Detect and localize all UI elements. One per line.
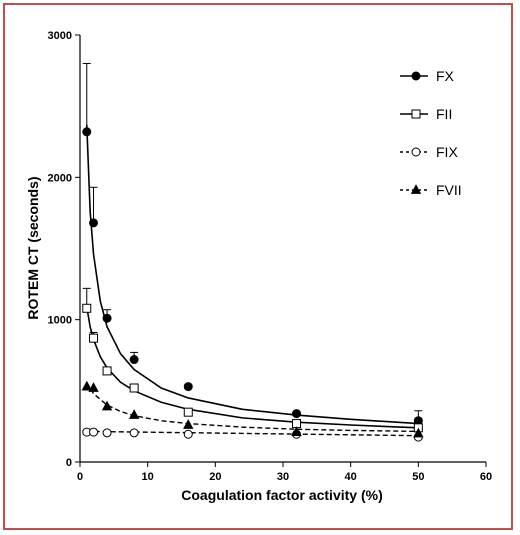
chart-frame: [3, 3, 513, 530]
legend-marker-fx: [411, 71, 421, 81]
point-fii: [102, 366, 112, 376]
point-fvii: [88, 382, 99, 392]
point-fvii: [183, 419, 194, 429]
point-fii: [183, 407, 193, 417]
point-fii: [82, 303, 92, 313]
x-tick-label: 10: [142, 471, 154, 483]
x-tick-label: 40: [345, 471, 357, 483]
point-fvii: [413, 427, 424, 438]
legend-label-fii: FII: [436, 106, 452, 122]
y-tick-label: 2000: [48, 172, 72, 184]
legend-marker-fvii: [410, 184, 422, 194]
legend-label-fx: FX: [436, 68, 455, 84]
x-tick-label: 20: [209, 471, 221, 483]
legend-marker-fii: [411, 109, 421, 119]
point-fvii: [101, 400, 113, 411]
point-fix: [129, 428, 139, 438]
x-tick-label: 0: [77, 471, 83, 483]
x-axis-label: Coagulation factor activity (%): [181, 487, 382, 503]
axes: 0 10 20 30 40 50 60 0 1000 2000 3000: [48, 30, 493, 483]
point-fix: [183, 429, 193, 439]
legend: FX FII FIX FVII: [400, 68, 462, 198]
legend-marker-fix: [411, 147, 421, 157]
point-fx: [89, 218, 99, 228]
point-fx: [102, 313, 112, 323]
point-fvii: [291, 426, 302, 437]
error-bars: [82, 62, 423, 421]
fit-line-fvii: [86, 381, 419, 433]
legend-label-fix: FIX: [436, 144, 458, 160]
point-fix: [89, 427, 99, 437]
data-points: [81, 127, 424, 442]
x-tick-label: 50: [412, 471, 424, 483]
y-tick-label: 3000: [48, 30, 72, 42]
point-fx: [183, 382, 193, 392]
fit-line-fix: [86, 430, 419, 437]
point-fx: [292, 409, 302, 419]
fit-line-fx: [85, 124, 419, 425]
x-tick-label: 60: [480, 471, 492, 483]
x-tick-label: 30: [277, 471, 289, 483]
y-axis-label: ROTEM CT (seconds): [25, 176, 41, 319]
point-fvii: [128, 409, 140, 419]
legend-label-fvii: FVII: [436, 182, 462, 198]
point-fvii: [81, 380, 92, 391]
point-fix: [102, 428, 112, 438]
point-fx: [129, 355, 139, 365]
y-tick-label: 0: [66, 457, 72, 469]
point-fii: [129, 383, 139, 393]
point-fii: [89, 333, 99, 343]
point-fx: [82, 127, 92, 137]
y-tick-label: 1000: [48, 315, 72, 327]
